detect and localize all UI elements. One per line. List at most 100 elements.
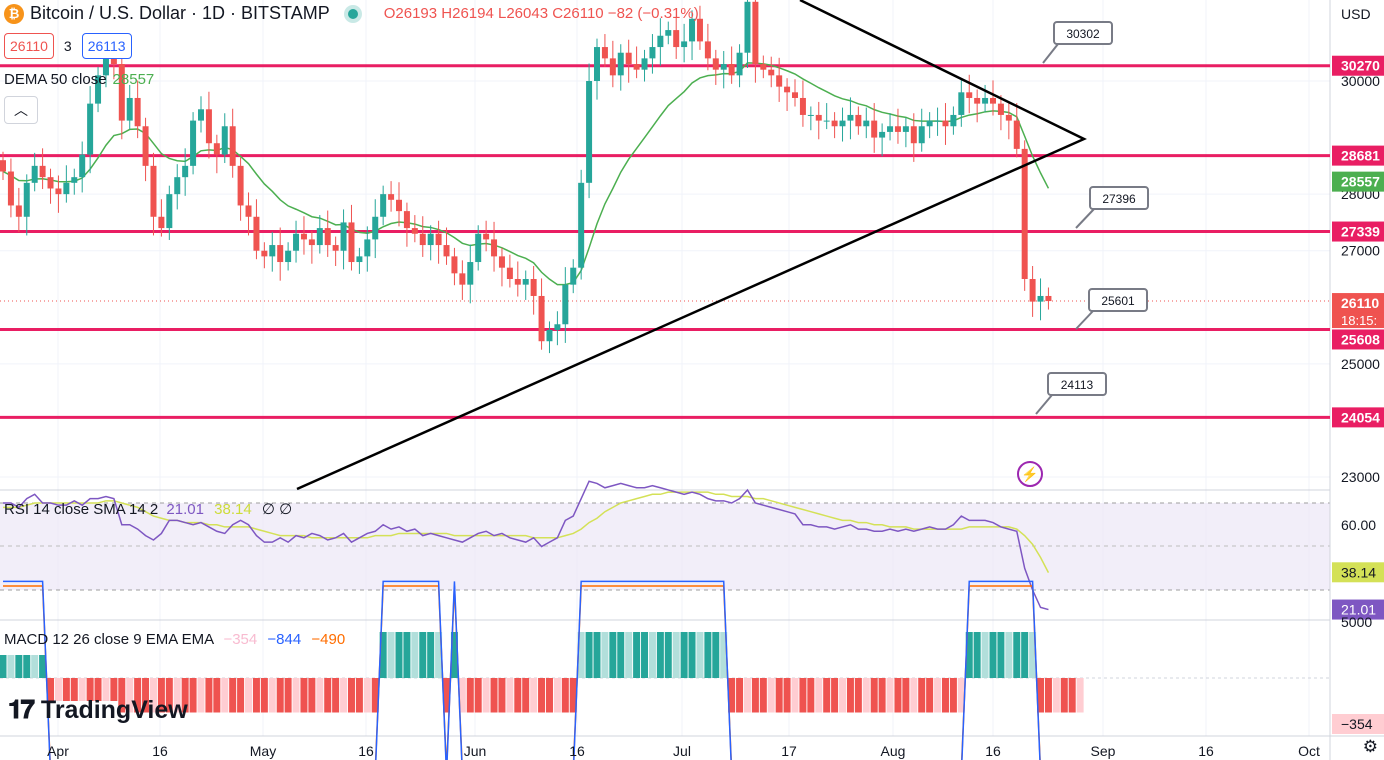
macd-histogram-bar: [680, 632, 688, 678]
candle-body: [950, 114, 957, 127]
level-label-bg: [1332, 55, 1384, 76]
rsi-extra: ∅ ∅: [261, 501, 293, 518]
candle-body: [332, 245, 339, 251]
rsi-badge: 21.01: [1341, 602, 1376, 618]
candle-body: [158, 216, 165, 229]
candle-body: [760, 64, 767, 70]
candle-body: [7, 171, 14, 206]
candle-body: [459, 273, 466, 285]
candle-body: [641, 58, 648, 70]
candle-body: [15, 205, 22, 217]
macd-histogram-bar: [815, 678, 823, 713]
candle-body: [1029, 279, 1036, 302]
macd-histogram-bar: [902, 678, 910, 713]
macd-histogram-bar: [989, 632, 997, 678]
current-price-label: 26110: [1341, 295, 1379, 311]
candle-body: [681, 41, 688, 48]
macd-histogram-bar: [15, 655, 23, 678]
x-tick-label: Oct: [1298, 743, 1320, 759]
dema-legend[interactable]: DEMA 50 close 28557: [4, 71, 154, 88]
macd-histogram-bar: [395, 632, 403, 678]
candle-body: [546, 329, 553, 342]
candle-body: [926, 120, 933, 127]
candle-body: [63, 182, 70, 195]
candle-body: [839, 120, 846, 127]
macd-histogram-bar: [862, 678, 870, 713]
macd-histogram-bar: [126, 678, 134, 713]
candle-body: [752, 1, 759, 65]
macd-histogram-bar: [585, 632, 593, 678]
candle-body: [411, 228, 418, 234]
x-tick-label: 16: [985, 743, 1001, 759]
candle-body: [403, 211, 410, 229]
macd-histogram-bar: [743, 678, 751, 713]
callout-box: [1053, 21, 1113, 45]
rsi-badge-bg: [1332, 599, 1384, 620]
candle-body: [982, 97, 989, 104]
symbol-title[interactable]: Bitcoin / U.S. Dollar · 1D · BITSTAMP: [30, 3, 330, 23]
candle-body: [855, 114, 862, 127]
candle-body: [498, 256, 505, 268]
flash-icon[interactable]: ⚡: [1017, 461, 1043, 487]
rsi-sma-badge-bg: [1332, 562, 1384, 583]
candle-body: [720, 64, 727, 70]
callout-label: 25601: [1101, 294, 1135, 308]
macd-histogram-bar: [633, 632, 641, 678]
macd-histogram-bar: [751, 678, 759, 713]
macd-histogram-bar: [403, 632, 411, 678]
candle-body: [396, 199, 402, 212]
candle-body: [530, 279, 537, 296]
macd-histogram-bar: [712, 632, 720, 678]
bid-ask: 26110 3 26113: [4, 33, 132, 59]
tradingview-logo[interactable]: 𝟏𝟕 TradingView: [8, 694, 188, 726]
candle-body: [863, 120, 870, 127]
candle-body: [784, 86, 791, 93]
x-tick-label: Aug: [881, 743, 906, 759]
sell-price-button[interactable]: 26110: [4, 33, 54, 59]
candle-body: [261, 250, 268, 257]
macd-histogram-bar: [62, 678, 70, 701]
y-tick-label: 25000: [1341, 356, 1380, 372]
candle-body: [23, 182, 30, 217]
candle-body: [0, 160, 6, 172]
candle-body: [182, 165, 189, 178]
candle-body: [934, 120, 941, 122]
macd-histogram-bar: [894, 678, 902, 713]
level-label-bg: [1332, 407, 1384, 428]
candle-body: [134, 97, 141, 127]
candle-body: [776, 75, 783, 87]
currency-label: USD: [1341, 6, 1371, 22]
macd-histogram-bar: [807, 678, 815, 713]
macd-histogram-bar: [672, 632, 680, 678]
macd-histogram-bar: [324, 678, 332, 713]
macd-histogram-bar: [1060, 678, 1068, 713]
macd-histogram-bar: [878, 678, 886, 713]
candle-body: [847, 114, 854, 121]
rsi-legend[interactable]: RSI 14 close SMA 14 2 21.01 38.14 ∅ ∅: [4, 500, 292, 518]
symbol-header[interactable]: ₿ Bitcoin / U.S. Dollar · 1D · BITSTAMP …: [4, 3, 699, 24]
rsi-value: 21.01: [166, 501, 204, 518]
ohlc-values: O26193 H26194 L26043 C26110 −82 (−0.31%): [383, 5, 699, 22]
macd-histogram-bar: [292, 678, 300, 713]
macd-histogram-bar: [308, 678, 316, 713]
macd-histogram-bar: [189, 678, 197, 713]
x-tick-label: 16: [569, 743, 585, 759]
settings-icon[interactable]: ⚙: [1362, 737, 1378, 756]
candle-body: [1045, 295, 1052, 302]
macd-histogram-bar: [197, 678, 205, 713]
macd-histogram-bar: [839, 678, 847, 713]
candle-body: [823, 120, 830, 122]
candle-body: [174, 177, 181, 195]
triangle-pattern[interactable]: [296, 0, 1087, 491]
collapse-legend-button[interactable]: ︿: [4, 96, 38, 124]
rsi-label: RSI 14 close SMA 14 2: [4, 501, 159, 518]
x-tick-label: 16: [152, 743, 168, 759]
macd-legend[interactable]: MACD 12 26 close 9 EMA EMA −354 −844 −49…: [4, 631, 345, 648]
candle-body: [1013, 120, 1020, 149]
candle-body: [633, 64, 640, 70]
buy-price-button[interactable]: 26113: [81, 33, 132, 59]
callout-pointer: [1075, 208, 1095, 229]
macd-label: MACD 12 26 close 9 EMA EMA: [4, 631, 214, 648]
candle-body: [142, 126, 149, 166]
